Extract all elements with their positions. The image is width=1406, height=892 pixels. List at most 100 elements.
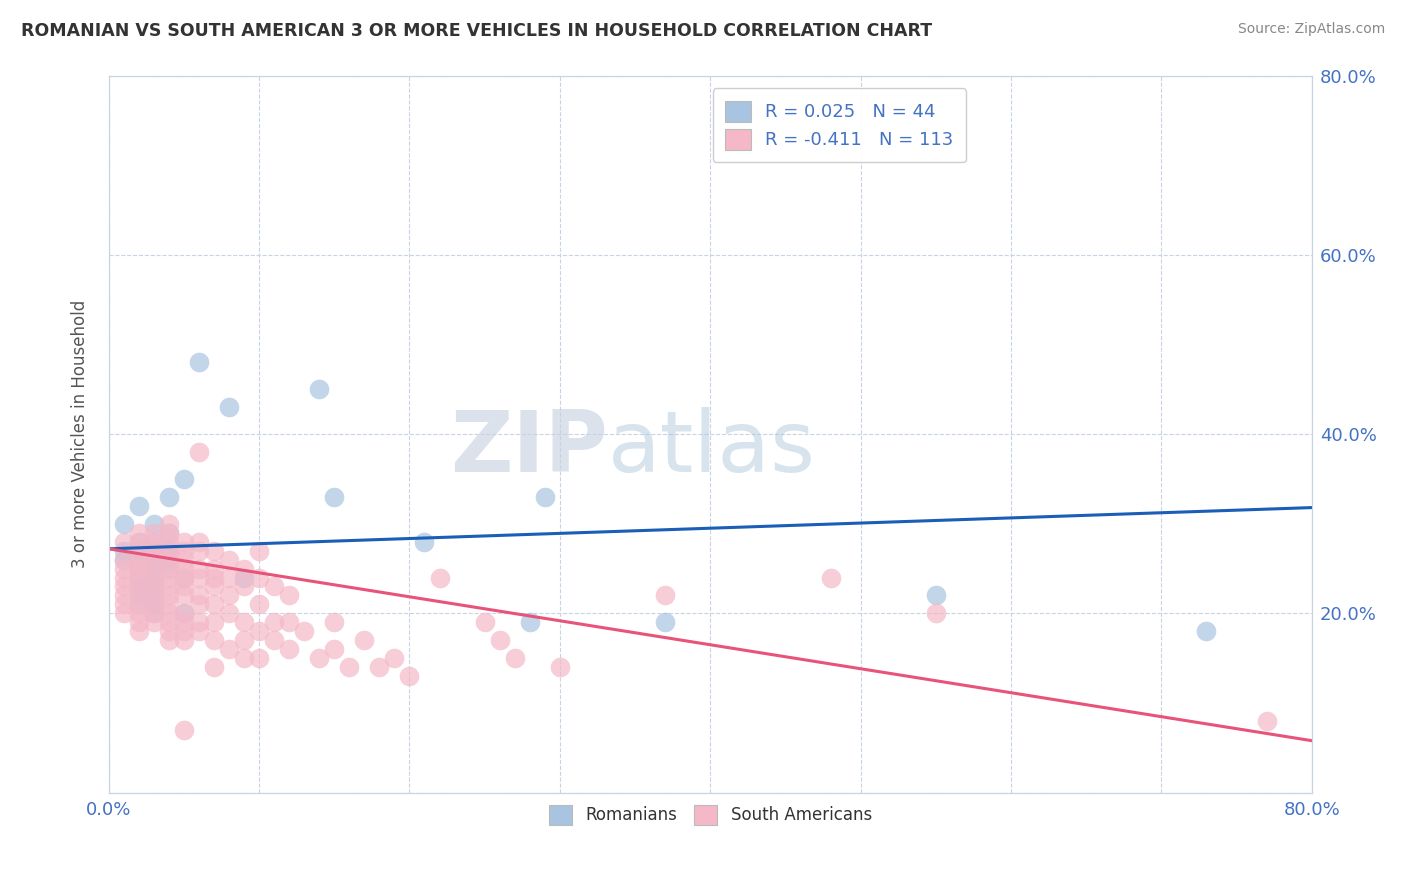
Point bbox=[323, 642, 346, 657]
Point bbox=[337, 660, 360, 674]
Point bbox=[218, 552, 240, 566]
Point bbox=[247, 543, 270, 558]
Point bbox=[142, 579, 165, 593]
Point bbox=[128, 561, 150, 575]
Point bbox=[128, 624, 150, 639]
Point bbox=[142, 525, 165, 540]
Point bbox=[187, 589, 209, 603]
Point bbox=[157, 534, 180, 549]
Point bbox=[925, 607, 948, 621]
Point bbox=[202, 598, 225, 612]
Point bbox=[173, 552, 195, 566]
Point bbox=[173, 624, 195, 639]
Point bbox=[308, 651, 330, 665]
Text: Source: ZipAtlas.com: Source: ZipAtlas.com bbox=[1237, 22, 1385, 37]
Point bbox=[128, 598, 150, 612]
Point bbox=[654, 589, 676, 603]
Point bbox=[187, 445, 209, 459]
Point bbox=[233, 651, 256, 665]
Point bbox=[173, 633, 195, 648]
Point bbox=[233, 633, 256, 648]
Point bbox=[202, 660, 225, 674]
Point bbox=[142, 561, 165, 575]
Point bbox=[429, 570, 451, 584]
Point bbox=[128, 534, 150, 549]
Y-axis label: 3 or more Vehicles in Household: 3 or more Vehicles in Household bbox=[72, 300, 89, 568]
Point bbox=[202, 570, 225, 584]
Point bbox=[187, 615, 209, 630]
Point bbox=[142, 570, 165, 584]
Point bbox=[202, 543, 225, 558]
Point bbox=[233, 579, 256, 593]
Point bbox=[187, 570, 209, 584]
Point bbox=[384, 651, 406, 665]
Point bbox=[187, 543, 209, 558]
Point bbox=[173, 589, 195, 603]
Point bbox=[157, 525, 180, 540]
Point bbox=[128, 552, 150, 566]
Point bbox=[157, 561, 180, 575]
Point bbox=[278, 589, 301, 603]
Point bbox=[142, 543, 165, 558]
Point bbox=[187, 561, 209, 575]
Point bbox=[173, 615, 195, 630]
Point bbox=[128, 561, 150, 575]
Point bbox=[323, 615, 346, 630]
Point bbox=[128, 589, 150, 603]
Point bbox=[128, 499, 150, 513]
Point bbox=[128, 534, 150, 549]
Point bbox=[247, 624, 270, 639]
Point bbox=[157, 525, 180, 540]
Point bbox=[157, 543, 180, 558]
Point bbox=[112, 607, 135, 621]
Point bbox=[142, 589, 165, 603]
Point bbox=[128, 570, 150, 584]
Point bbox=[218, 642, 240, 657]
Point bbox=[112, 579, 135, 593]
Point bbox=[173, 607, 195, 621]
Point bbox=[157, 607, 180, 621]
Point bbox=[157, 598, 180, 612]
Point bbox=[128, 552, 150, 566]
Point bbox=[353, 633, 375, 648]
Point bbox=[142, 552, 165, 566]
Point bbox=[548, 660, 571, 674]
Point bbox=[112, 570, 135, 584]
Point bbox=[233, 570, 256, 584]
Point bbox=[142, 552, 165, 566]
Point bbox=[368, 660, 391, 674]
Point bbox=[128, 543, 150, 558]
Point bbox=[1256, 714, 1278, 728]
Point bbox=[157, 633, 180, 648]
Point bbox=[925, 589, 948, 603]
Point bbox=[202, 615, 225, 630]
Point bbox=[323, 490, 346, 504]
Point bbox=[503, 651, 526, 665]
Point bbox=[128, 579, 150, 593]
Point bbox=[173, 723, 195, 737]
Point bbox=[112, 589, 135, 603]
Point bbox=[157, 552, 180, 566]
Point bbox=[247, 651, 270, 665]
Point bbox=[654, 615, 676, 630]
Point bbox=[173, 570, 195, 584]
Point bbox=[142, 579, 165, 593]
Point bbox=[218, 570, 240, 584]
Point bbox=[218, 400, 240, 414]
Point bbox=[142, 516, 165, 531]
Point bbox=[128, 525, 150, 540]
Point bbox=[128, 615, 150, 630]
Point bbox=[173, 607, 195, 621]
Legend: Romanians, South Americans: Romanians, South Americans bbox=[538, 796, 882, 835]
Point bbox=[263, 579, 285, 593]
Point bbox=[128, 598, 150, 612]
Point bbox=[187, 534, 209, 549]
Point bbox=[202, 561, 225, 575]
Point bbox=[142, 615, 165, 630]
Point bbox=[142, 598, 165, 612]
Point bbox=[247, 570, 270, 584]
Point bbox=[142, 543, 165, 558]
Point bbox=[157, 552, 180, 566]
Point bbox=[233, 615, 256, 630]
Point bbox=[218, 589, 240, 603]
